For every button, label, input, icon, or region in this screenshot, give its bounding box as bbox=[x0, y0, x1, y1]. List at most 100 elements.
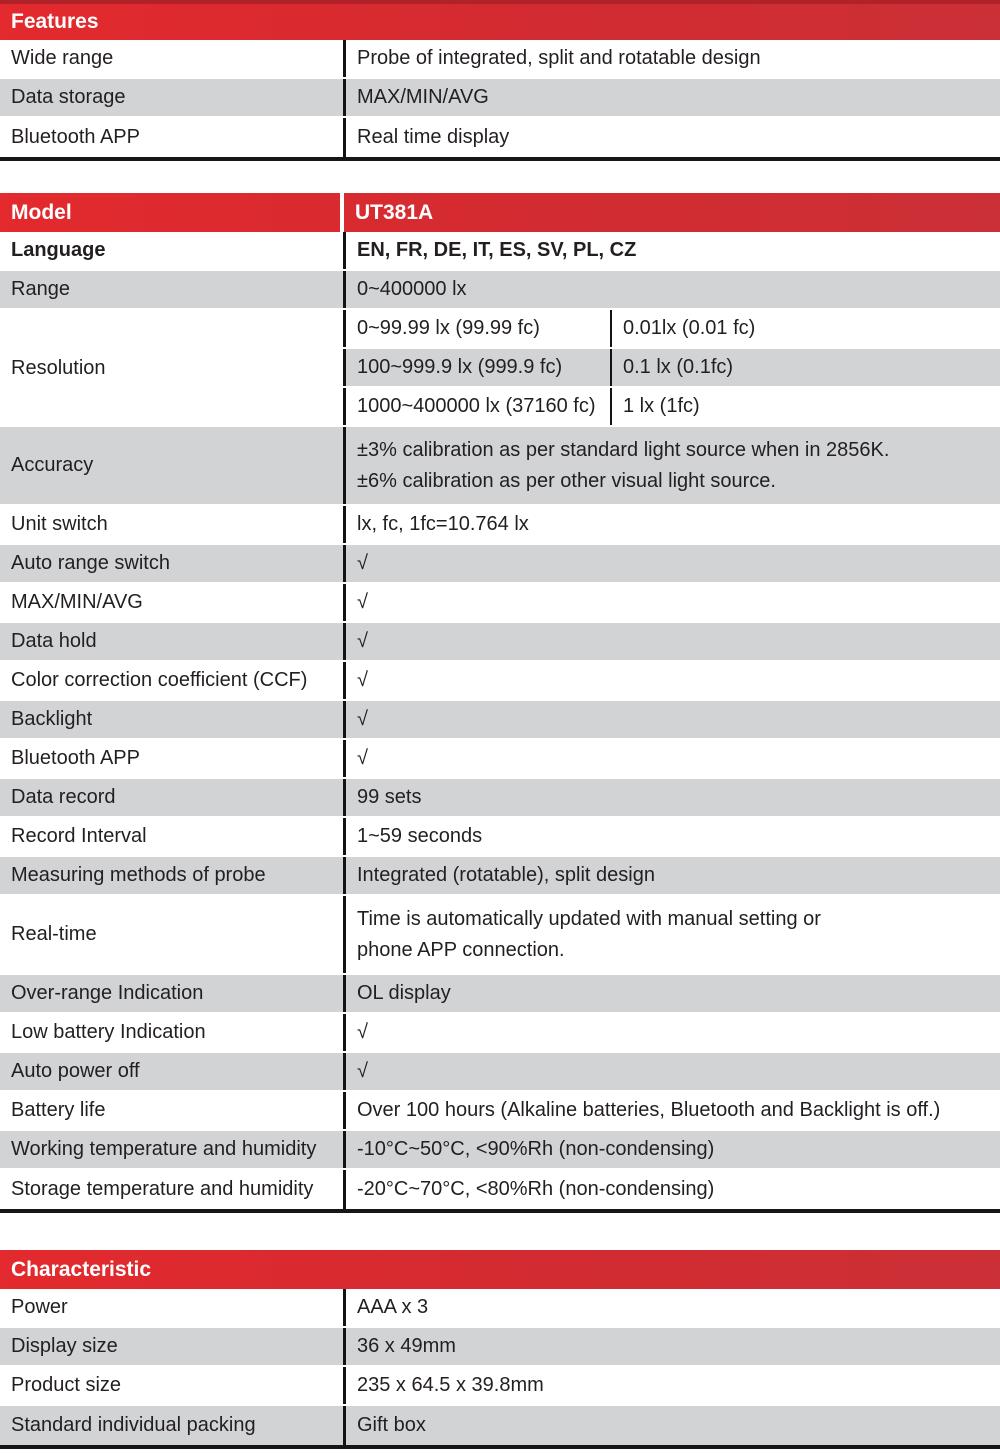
row-label: Accuracy bbox=[11, 454, 94, 476]
row-value: 1~59 seconds bbox=[343, 818, 1000, 855]
row-label: Real-time bbox=[11, 923, 97, 945]
table-row: Auto range switch √ bbox=[0, 545, 1000, 584]
sub-row-resolution: 0.1 lx (0.1fc) bbox=[610, 349, 1000, 386]
table-row: Measuring methods of probe Integrated (ro… bbox=[0, 857, 1000, 896]
row-value: Integrated (rotatable), split design bbox=[343, 857, 1000, 894]
characteristic-title: Characteristic bbox=[11, 1257, 152, 1281]
row-value: Gift box bbox=[343, 1406, 1000, 1445]
row-value: OL display bbox=[343, 975, 1000, 1012]
row-value: AAA x 3 bbox=[343, 1289, 1000, 1326]
model-header-divider bbox=[340, 193, 344, 232]
row-label: Working temperature and humidity bbox=[11, 1138, 317, 1160]
row-value: 99 sets bbox=[343, 779, 1000, 816]
model-rows: Language EN, FR, DE, IT, ES, SV, PL, CZ Ra… bbox=[0, 232, 1000, 1209]
table-row: Wide range Probe of integrated, split and… bbox=[0, 40, 1000, 79]
row-label: Color correction coefficient (CCF) bbox=[11, 669, 308, 691]
model-header: Model UT381A bbox=[0, 193, 1000, 232]
row-value: EN, FR, DE, IT, ES, SV, PL, CZ bbox=[343, 232, 1000, 269]
table-row-group: Resolution 0~99.99 lx (99.99 fc) 0.01lx (0… bbox=[0, 310, 1000, 427]
table-sub-row: 100~999.9 lx (999.9 fc) 0.1 lx (0.1fc) bbox=[343, 349, 1000, 388]
row-value-line: ±3% calibration as per standard light so… bbox=[357, 439, 890, 461]
sub-row-range: 1000~400000 lx (37160 fc) bbox=[343, 388, 610, 425]
row-value: lx, fc, 1fc=10.764 lx bbox=[343, 506, 1000, 543]
sub-row-resolution: 1 lx (1fc) bbox=[610, 388, 1000, 425]
row-label: Bluetooth APP bbox=[11, 747, 140, 769]
row-value: √ bbox=[343, 701, 1000, 738]
table-row: MAX/MIN/AVG √ bbox=[0, 584, 1000, 623]
table-row: Display size 36 x 49mm bbox=[0, 1328, 1000, 1367]
table-row: Standard individual packing Gift box bbox=[0, 1406, 1000, 1445]
row-value: √ bbox=[343, 545, 1000, 582]
row-value: MAX/MIN/AVG bbox=[343, 79, 1000, 116]
table-row: Range 0~400000 lx bbox=[0, 271, 1000, 310]
row-value: Over 100 hours (Alkaline batteries, Blue… bbox=[343, 1092, 1000, 1129]
features-header: Features bbox=[0, 0, 1000, 40]
row-label: Backlight bbox=[11, 708, 93, 730]
table-row: Battery life Over 100 hours (Alkaline bat… bbox=[0, 1092, 1000, 1131]
row-value: 0~400000 lx bbox=[343, 271, 1000, 308]
row-label: Standard individual packing bbox=[11, 1414, 256, 1436]
table-row: Real-time Time is automatically updated w… bbox=[0, 896, 1000, 975]
row-label: Wide range bbox=[11, 47, 114, 69]
sub-rows: 0~99.99 lx (99.99 fc) 0.01lx (0.01 fc) 100… bbox=[343, 310, 1000, 427]
table-row: Bluetooth APP Real time display bbox=[0, 118, 1000, 157]
table-sub-row: 0~99.99 lx (99.99 fc) 0.01lx (0.01 fc) bbox=[343, 310, 1000, 349]
row-label: Measuring methods of probe bbox=[11, 864, 266, 886]
table-row: Accuracy ±3% calibration as per standard … bbox=[0, 427, 1000, 506]
row-value: √ bbox=[343, 584, 1000, 621]
table-row: Power AAA x 3 bbox=[0, 1289, 1000, 1328]
row-label: Data storage bbox=[11, 86, 126, 108]
sub-row-resolution: 0.01lx (0.01 fc) bbox=[610, 310, 1000, 347]
table-row: Language EN, FR, DE, IT, ES, SV, PL, CZ bbox=[0, 232, 1000, 271]
row-label: Range bbox=[11, 278, 70, 300]
table-row: Auto power off √ bbox=[0, 1053, 1000, 1092]
row-label: Battery life bbox=[11, 1099, 106, 1121]
table-row: Storage temperature and humidity -20°C~70… bbox=[0, 1170, 1000, 1209]
row-value: √ bbox=[343, 1014, 1000, 1051]
row-label: MAX/MIN/AVG bbox=[11, 591, 143, 613]
table-sub-row: 1000~400000 lx (37160 fc) 1 lx (1fc) bbox=[343, 388, 1000, 427]
sub-row-range: 0~99.99 lx (99.99 fc) bbox=[343, 310, 610, 347]
table-row: Data storage MAX/MIN/AVG bbox=[0, 79, 1000, 118]
table-row: Over-range Indication OL display bbox=[0, 975, 1000, 1014]
row-value: 36 x 49mm bbox=[343, 1328, 1000, 1365]
row-label: Auto range switch bbox=[11, 552, 170, 574]
model-header-label: Model bbox=[11, 200, 72, 224]
row-value: Probe of integrated, split and rotatable… bbox=[343, 40, 1000, 77]
table-row: Product size 235 x 64.5 x 39.8mm bbox=[0, 1367, 1000, 1406]
row-value: -10°C~50°C, <90%Rh (non-condensing) bbox=[343, 1131, 1000, 1168]
row-label: Storage temperature and humidity bbox=[11, 1178, 314, 1200]
row-value: -20°C~70°C, <80%Rh (non-condensing) bbox=[343, 1170, 1000, 1209]
row-value: Time is automatically updated with manua… bbox=[343, 896, 1000, 973]
row-value: √ bbox=[343, 662, 1000, 699]
row-label: Low battery Indication bbox=[11, 1021, 206, 1043]
sub-row-range: 100~999.9 lx (999.9 fc) bbox=[343, 349, 610, 386]
table-row: Backlight √ bbox=[0, 701, 1000, 740]
row-value: ±3% calibration as per standard light so… bbox=[343, 427, 1000, 504]
table-row: Unit switch lx, fc, 1fc=10.764 lx bbox=[0, 506, 1000, 545]
table-row: Data record 99 sets bbox=[0, 779, 1000, 818]
characteristic-header: Characteristic bbox=[0, 1250, 1000, 1289]
row-label: Record Interval bbox=[11, 825, 147, 847]
row-label: Resolution bbox=[0, 310, 343, 427]
table-row: Data hold √ bbox=[0, 623, 1000, 662]
row-value: √ bbox=[343, 1053, 1000, 1090]
features-table: Features Wide range Probe of integrated, … bbox=[0, 0, 1000, 161]
row-value-line: ±6% calibration as per other visual ligh… bbox=[357, 470, 776, 492]
row-label: Display size bbox=[11, 1335, 118, 1357]
row-label: Product size bbox=[11, 1374, 122, 1396]
table-row: Color correction coefficient (CCF) √ bbox=[0, 662, 1000, 701]
model-table: Model UT381A Language EN, FR, DE, IT, ES,… bbox=[0, 193, 1000, 1213]
row-value-line: Time is automatically updated with manua… bbox=[357, 908, 821, 930]
features-rows: Wide range Probe of integrated, split and… bbox=[0, 40, 1000, 157]
table-row: Record Interval 1~59 seconds bbox=[0, 818, 1000, 857]
features-title: Features bbox=[11, 10, 99, 33]
table-row: Low battery Indication √ bbox=[0, 1014, 1000, 1053]
row-value: 235 x 64.5 x 39.8mm bbox=[343, 1367, 1000, 1404]
table-row: Working temperature and humidity -10°C~50… bbox=[0, 1131, 1000, 1170]
row-label: Over-range Indication bbox=[11, 982, 204, 1004]
row-label: Unit switch bbox=[11, 513, 108, 535]
row-label: Data hold bbox=[11, 630, 97, 652]
row-label: Bluetooth APP bbox=[11, 126, 140, 148]
